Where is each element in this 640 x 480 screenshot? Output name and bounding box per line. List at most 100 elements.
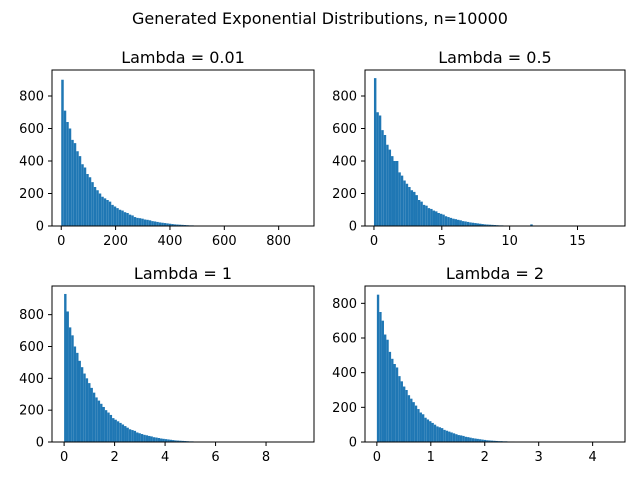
x-tick-label: 10 [501,234,518,249]
y-tick-label: 600 [19,340,44,355]
histogram-bar [150,436,153,442]
histogram-bar [481,224,484,226]
histogram-bar [378,115,382,226]
histogram-bar [102,406,105,442]
histogram-bar [400,175,404,227]
histogram-bar [432,210,436,226]
histogram-bar [481,439,484,442]
histogram-bar [419,412,422,442]
histogram-bar [80,367,84,442]
histogram-bar [405,390,408,442]
histogram-bar [179,440,182,442]
x-tick-label: 0 [60,450,68,465]
histogram-panel-3: Lambda = 1 0 2 4 6 8 0 200 400 600 800 [19,264,315,465]
histogram-bar [173,224,177,227]
y-tick-label: 0 [36,220,44,235]
histogram-bar [116,421,120,442]
histogram-bar [457,219,460,226]
y-tick-label: 200 [19,187,44,202]
histogram-bar [161,222,164,226]
x-tick-label: 6 [211,450,219,465]
histogram-bar [417,200,421,226]
histogram-bar [383,334,387,442]
histogram-bar [133,217,137,226]
panel-title: Lambda = 2 [446,264,544,283]
y-tick-label: 200 [19,404,44,419]
histogram-bar [148,220,152,226]
histogram-bar [124,426,127,442]
histogram-bar [530,224,533,227]
histogram-bar [395,367,399,442]
histogram-bar [438,427,441,442]
histogram-bar [116,208,119,227]
histogram-bar [83,373,86,442]
histogram-bar [95,397,98,442]
histogram-bar [412,402,415,442]
histogram-bar [106,200,109,226]
histogram-bar [459,220,462,226]
histogram-bar [113,206,117,226]
histogram-bar [176,440,180,442]
histogram-bar [136,217,139,227]
histogram-bar [431,422,434,442]
histogram-bar [448,431,451,442]
histogram-bar [78,360,81,442]
histogram-bar [476,438,479,442]
axes-frame [51,69,315,227]
histogram-bar [402,386,406,442]
x-tick-label: 3 [535,450,543,465]
histogram-bar [471,438,475,442]
histogram-bar [454,219,457,226]
x-tick-label: 0 [370,234,378,249]
axes-frame [364,69,626,227]
histogram-bar [160,438,163,442]
histogram-bar [471,222,475,226]
histogram-bar [104,410,108,442]
histogram-bar [64,293,67,442]
histogram-bar [118,209,122,226]
histogram-bar [410,398,413,442]
histogram-bar [490,440,494,442]
histogram-bar [388,149,392,227]
histogram-bar [66,311,69,442]
x-tick-label: 600 [212,234,237,249]
histogram-bar [476,223,479,226]
histogram-bar [107,412,110,442]
x-tick-label: 400 [158,234,183,249]
histogram-bar [443,429,446,442]
x-tick-label: 5 [438,234,446,249]
histogram-bar [413,191,416,227]
histogram-bar [452,433,456,442]
y-tick-label: 600 [19,122,44,137]
histogram-bar [400,381,403,442]
histogram-bar [430,208,433,226]
histogram-bar [73,143,77,227]
histogram-bar [407,395,411,442]
x-tick-label: 2 [481,450,489,465]
histogram-bar [81,164,84,226]
histogram-bar [488,224,492,226]
y-tick-label: 400 [19,155,44,170]
histogram-bar [92,392,96,442]
histogram-bar [469,437,472,442]
histogram-bar [166,223,169,226]
histogram-bar [440,428,444,442]
histogram-bar [123,212,127,226]
y-tick-label: 200 [332,401,357,416]
histogram-bar [88,177,92,226]
histogram-bar [483,224,487,227]
histogram-bar [68,128,72,226]
histogram-bar [491,224,494,226]
histogram-bars [373,78,619,227]
histogram-bar [462,435,465,442]
histogram-bar [100,403,103,442]
histogram-bar [439,213,443,226]
histogram-bar [169,439,173,442]
histogram-bar [171,224,174,226]
histogram-bar [90,387,93,442]
axes-frame [364,285,626,443]
histogram-bar [464,221,467,226]
histogram-bar [464,436,468,442]
histogram-bar [96,190,99,226]
